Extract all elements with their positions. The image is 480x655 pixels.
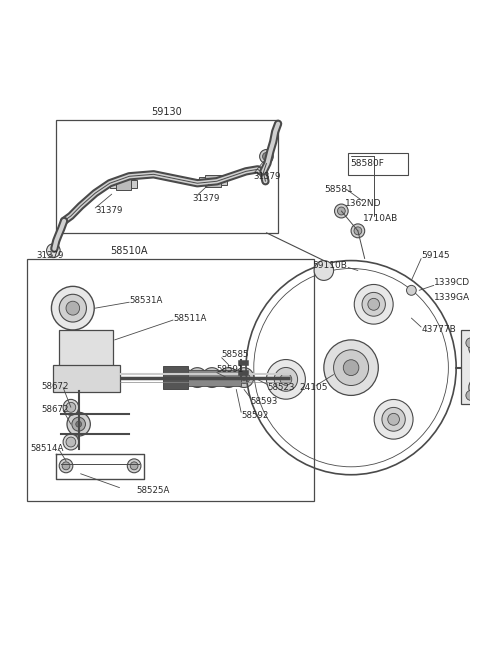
Circle shape bbox=[354, 227, 362, 234]
Bar bbox=[188, 369, 241, 386]
Text: 1339GA: 1339GA bbox=[434, 293, 470, 302]
Circle shape bbox=[466, 338, 476, 348]
Circle shape bbox=[343, 360, 359, 375]
Text: 58523: 58523 bbox=[267, 383, 295, 392]
Circle shape bbox=[63, 434, 79, 450]
Circle shape bbox=[177, 371, 189, 384]
Bar bbox=[205, 176, 221, 187]
Bar bbox=[110, 180, 116, 188]
Bar bbox=[56, 120, 278, 233]
Circle shape bbox=[194, 375, 200, 381]
Circle shape bbox=[47, 244, 60, 257]
Circle shape bbox=[209, 375, 215, 381]
Circle shape bbox=[280, 373, 292, 385]
Text: 1339CD: 1339CD bbox=[434, 278, 470, 287]
Text: 31379: 31379 bbox=[37, 251, 64, 260]
Bar bbox=[348, 153, 408, 176]
Text: 59130: 59130 bbox=[151, 107, 181, 117]
Bar bbox=[199, 178, 205, 185]
Circle shape bbox=[314, 261, 334, 280]
Text: 1362ND: 1362ND bbox=[345, 198, 382, 208]
Circle shape bbox=[66, 437, 76, 447]
Bar bbox=[116, 178, 131, 190]
Circle shape bbox=[63, 400, 79, 415]
Circle shape bbox=[67, 412, 90, 436]
Text: 58585: 58585 bbox=[222, 350, 249, 359]
Text: 58511A: 58511A bbox=[173, 314, 206, 322]
Circle shape bbox=[354, 284, 393, 324]
Text: 58514A: 58514A bbox=[30, 445, 63, 453]
Circle shape bbox=[192, 371, 203, 384]
Text: 58510A: 58510A bbox=[110, 246, 148, 255]
Circle shape bbox=[59, 294, 86, 322]
Circle shape bbox=[266, 360, 305, 399]
Circle shape bbox=[469, 377, 480, 398]
Circle shape bbox=[48, 246, 58, 255]
Circle shape bbox=[324, 340, 378, 396]
Circle shape bbox=[407, 286, 416, 295]
Circle shape bbox=[238, 371, 250, 384]
Circle shape bbox=[130, 462, 138, 470]
Circle shape bbox=[202, 367, 222, 388]
Circle shape bbox=[382, 407, 405, 431]
Circle shape bbox=[219, 367, 238, 388]
Circle shape bbox=[388, 413, 399, 425]
Text: 58580F: 58580F bbox=[350, 159, 384, 168]
Circle shape bbox=[335, 204, 348, 218]
Text: 58525A: 58525A bbox=[137, 486, 170, 495]
Text: 43777B: 43777B bbox=[421, 326, 456, 335]
Circle shape bbox=[263, 153, 270, 160]
Circle shape bbox=[274, 367, 298, 391]
Text: 31379: 31379 bbox=[254, 172, 281, 181]
Circle shape bbox=[362, 292, 385, 316]
Circle shape bbox=[223, 371, 234, 384]
Bar bbox=[221, 178, 227, 185]
Text: 58672: 58672 bbox=[42, 405, 69, 414]
Bar bbox=[53, 365, 120, 392]
Bar bbox=[27, 259, 314, 500]
Text: 58592: 58592 bbox=[241, 411, 268, 420]
Bar bbox=[59, 330, 113, 367]
Circle shape bbox=[337, 207, 345, 215]
Text: 24105: 24105 bbox=[300, 383, 328, 392]
Circle shape bbox=[374, 400, 413, 439]
Circle shape bbox=[66, 402, 76, 412]
Text: 31379: 31379 bbox=[192, 194, 220, 202]
Circle shape bbox=[72, 417, 85, 431]
Text: 58591: 58591 bbox=[217, 365, 244, 374]
Text: 31379: 31379 bbox=[95, 206, 122, 215]
Text: 59110B: 59110B bbox=[312, 261, 347, 270]
Circle shape bbox=[173, 367, 192, 388]
Circle shape bbox=[180, 375, 186, 381]
Circle shape bbox=[76, 421, 82, 427]
Circle shape bbox=[66, 301, 80, 315]
Circle shape bbox=[188, 367, 207, 388]
Circle shape bbox=[234, 367, 254, 388]
Circle shape bbox=[368, 298, 380, 310]
Circle shape bbox=[127, 459, 141, 473]
Circle shape bbox=[59, 459, 73, 473]
Text: 1710AB: 1710AB bbox=[363, 214, 398, 223]
Circle shape bbox=[466, 390, 476, 400]
Circle shape bbox=[351, 224, 365, 238]
Circle shape bbox=[469, 338, 480, 358]
Bar bbox=[131, 180, 137, 188]
Circle shape bbox=[206, 371, 218, 384]
Text: 58581: 58581 bbox=[324, 185, 353, 194]
Bar bbox=[461, 330, 480, 404]
Circle shape bbox=[51, 286, 94, 330]
Bar bbox=[163, 365, 188, 390]
Text: 58593: 58593 bbox=[251, 397, 278, 406]
Circle shape bbox=[62, 462, 70, 470]
Circle shape bbox=[241, 375, 247, 381]
Circle shape bbox=[260, 149, 273, 163]
Text: 58531A: 58531A bbox=[129, 296, 163, 305]
Circle shape bbox=[226, 375, 231, 381]
Text: 58672: 58672 bbox=[42, 382, 69, 391]
Circle shape bbox=[334, 350, 369, 386]
Text: 59145: 59145 bbox=[421, 251, 450, 260]
